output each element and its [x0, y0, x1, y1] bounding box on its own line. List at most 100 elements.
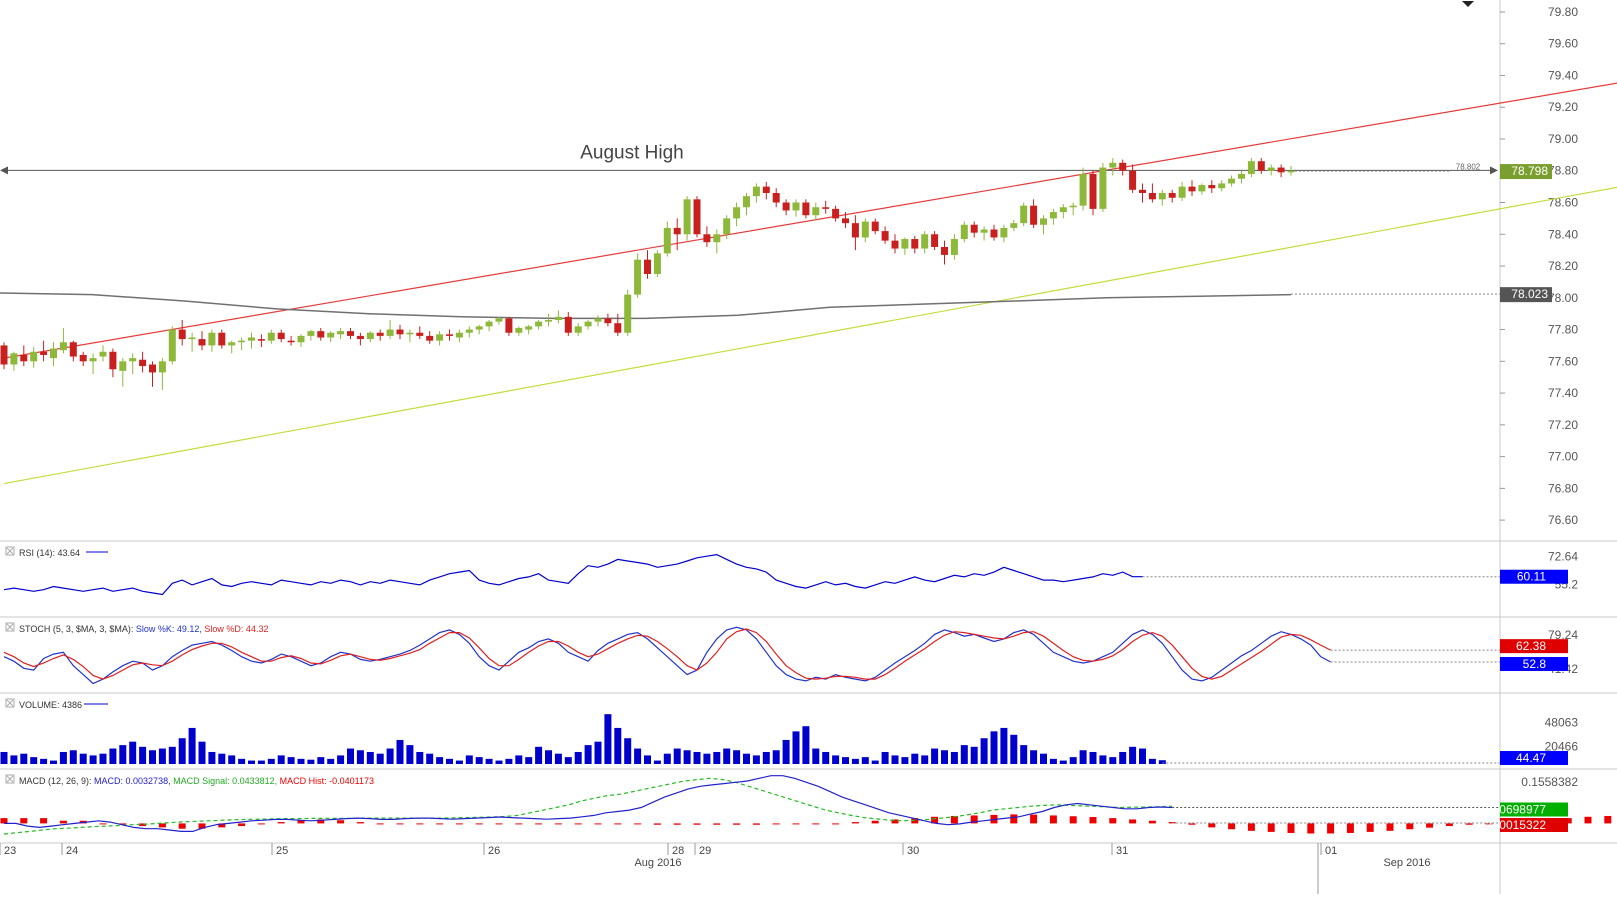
- candle-up: [733, 207, 741, 219]
- volume-bar: [693, 751, 701, 764]
- candle-down: [198, 339, 206, 346]
- macd-hist-bar: [950, 815, 958, 824]
- volume-legend-toggle[interactable]: [5, 698, 15, 708]
- volume-bar: [485, 758, 493, 764]
- candle-down: [614, 323, 622, 333]
- candle-down: [257, 339, 265, 341]
- candle-up: [475, 326, 483, 330]
- macd-hist-bar: [713, 823, 721, 825]
- candle-up: [436, 334, 444, 341]
- price-tick-label: 76.60: [1548, 513, 1578, 527]
- candle-down: [149, 364, 156, 373]
- candle-down: [40, 351, 48, 355]
- macd-hist-bar: [832, 823, 840, 825]
- volume-bar: [1010, 734, 1018, 764]
- volume-bar: [1089, 751, 1097, 764]
- volume-bar: [1079, 750, 1087, 764]
- volume-bar: [129, 741, 137, 764]
- volume-bar: [198, 741, 206, 764]
- volume-bar: [109, 748, 117, 764]
- candle-down: [109, 351, 117, 370]
- macd-hist-bar: [574, 823, 582, 825]
- volume-bar: [297, 758, 305, 764]
- macd-hist-bar: [1287, 823, 1295, 833]
- candle-up: [485, 321, 493, 327]
- candle-down: [218, 332, 226, 346]
- candle-down: [941, 246, 948, 255]
- candle-down: [1168, 192, 1176, 198]
- macd-hist-bar: [614, 823, 622, 825]
- volume-bar: [703, 753, 711, 764]
- candle-up: [238, 340, 246, 343]
- stoch-legend-toggle[interactable]: [5, 622, 15, 632]
- rsi-legend-toggle[interactable]: [5, 546, 15, 556]
- macd-hist-bar: [198, 823, 206, 829]
- price-tick-label: 78.40: [1548, 227, 1578, 241]
- volume-bar: [743, 753, 750, 764]
- volume-bar: [812, 748, 820, 764]
- scroll-marker-icon[interactable]: [1462, 1, 1474, 7]
- macd-hist-bar: [1247, 823, 1255, 831]
- volume-bar: [188, 727, 196, 764]
- volume-bar: [792, 731, 800, 764]
- volume-bar: [317, 757, 325, 764]
- candle-up: [584, 321, 592, 327]
- candle-down: [832, 208, 840, 219]
- volume-bar: [901, 757, 909, 764]
- macd-hist-bar: [257, 823, 265, 825]
- volume-bar: [950, 751, 958, 764]
- volume-bar: [79, 753, 87, 764]
- candle-up: [861, 221, 869, 238]
- candle-up: [574, 326, 582, 333]
- candle-down: [287, 340, 295, 343]
- volume-bar: [69, 750, 77, 764]
- volume-bar: [426, 753, 434, 764]
- volume-bar: [525, 757, 533, 764]
- candle-down: [1030, 205, 1038, 225]
- time-axis-day-label: 01: [1325, 845, 1337, 857]
- candle-down: [644, 259, 651, 274]
- candle-up: [455, 332, 463, 338]
- stoch-d-value-label: 62.38: [1516, 639, 1546, 653]
- volume-bar: [495, 760, 503, 764]
- macd-hist-bar: [277, 822, 285, 824]
- volume-bar: [307, 759, 315, 764]
- macd-hist-bar: [1228, 823, 1236, 830]
- volume-bar: [921, 755, 929, 764]
- volume-bar: [634, 748, 642, 764]
- macd-hist-bar: [594, 823, 602, 825]
- macd-hist-bar: [0, 818, 8, 824]
- candle-up: [248, 337, 255, 341]
- stoch-legend: STOCH (5, 3, $MA, 3, $MA): Slow %K: 49.1…: [19, 624, 268, 634]
- volume-bar: [1040, 753, 1047, 764]
- volume-legend-toggle-cross: [6, 699, 14, 707]
- moving-average-line: [0, 292, 1292, 320]
- macd-hist-bar: [297, 820, 305, 824]
- price-tick-label: 79.40: [1548, 68, 1578, 82]
- last-price-box: [1500, 164, 1552, 180]
- price-tick-label: 79.20: [1548, 100, 1578, 114]
- macd-hist-bar: [871, 820, 879, 824]
- candle-up: [663, 227, 671, 254]
- candle-down: [970, 224, 978, 233]
- volume-bar: [287, 757, 295, 764]
- indicator-tick-label: 72.64: [1548, 550, 1578, 564]
- price-tick-label: 78.20: [1548, 259, 1578, 273]
- candle-up: [594, 318, 602, 322]
- macd-hist-bar: [851, 822, 859, 824]
- macd-hist-bar: [752, 823, 760, 825]
- macd-legend-toggle[interactable]: [5, 774, 15, 784]
- macd-hist-bar: [1564, 818, 1572, 824]
- candle-down: [505, 318, 513, 333]
- volume-bar: [594, 741, 602, 764]
- candle-up: [634, 259, 642, 295]
- volume-bar: [1109, 757, 1117, 764]
- stoch-legend-toggle-cross: [6, 623, 14, 631]
- macd-hist-bar: [1307, 823, 1315, 834]
- price-tick-label: 78.80: [1548, 164, 1578, 178]
- candle-up: [1040, 218, 1047, 225]
- macd-signal-value-label: 0.0698977: [1489, 802, 1546, 816]
- volume-bar: [277, 755, 285, 764]
